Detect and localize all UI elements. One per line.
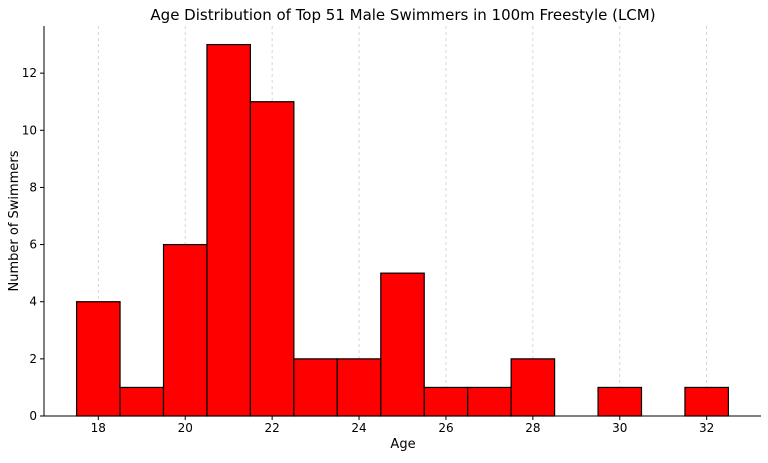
y-axis-label: Number of Swimmers bbox=[7, 150, 22, 291]
histogram-bar bbox=[293, 358, 338, 417]
histogram-bar bbox=[162, 243, 208, 417]
x-tick-label: 20 bbox=[178, 421, 193, 435]
y-tick-label: 10 bbox=[22, 123, 37, 137]
y-tick-label: 8 bbox=[29, 180, 37, 194]
histogram-bar bbox=[336, 358, 382, 417]
histogram-bar bbox=[510, 358, 556, 417]
x-tick-label: 28 bbox=[525, 421, 540, 435]
chart-title: Age Distribution of Top 51 Male Swimmers… bbox=[150, 6, 655, 24]
histogram-bar bbox=[467, 386, 512, 417]
x-tick-label: 22 bbox=[264, 421, 279, 435]
histogram-bar bbox=[684, 386, 730, 417]
x-tick-label: 24 bbox=[351, 421, 366, 435]
x-tick-label: 30 bbox=[612, 421, 627, 435]
x-tick-label: 26 bbox=[438, 421, 453, 435]
y-tick-label: 6 bbox=[29, 238, 37, 252]
histogram-bar bbox=[75, 301, 121, 417]
y-tick-label: 2 bbox=[29, 352, 37, 366]
y-tick-label: 0 bbox=[29, 409, 37, 423]
x-tick-label: 32 bbox=[699, 421, 714, 435]
axes-layer bbox=[43, 26, 761, 417]
y-tick-label: 4 bbox=[29, 295, 37, 309]
histogram-bar bbox=[380, 272, 425, 417]
histogram-bar bbox=[597, 386, 643, 417]
y-tick-label: 12 bbox=[22, 66, 37, 80]
histogram-bar bbox=[206, 43, 252, 417]
histogram-bar bbox=[423, 386, 469, 417]
x-axis-label: Age bbox=[390, 437, 415, 452]
histogram-bar bbox=[119, 386, 165, 417]
histogram-bar bbox=[249, 101, 295, 417]
x-tick-label: 18 bbox=[91, 421, 106, 435]
bars-layer bbox=[75, 43, 730, 417]
